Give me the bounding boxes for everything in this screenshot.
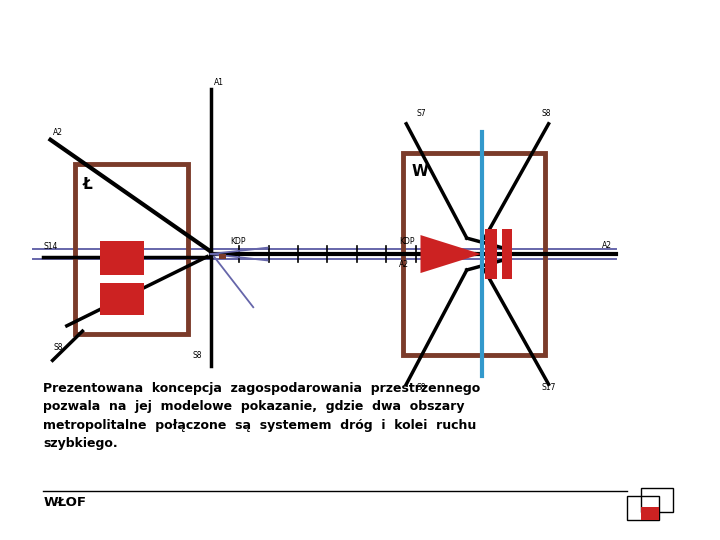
Text: S8: S8 (417, 383, 426, 392)
Text: Prezentowana  koncepcja  zagospodarowania  przestrzennego
pozwala  na  jej  mode: Prezentowana koncepcja zagospodarowania … (43, 382, 480, 450)
Text: S8: S8 (193, 352, 202, 360)
Polygon shape (420, 235, 481, 273)
Text: A2: A2 (53, 128, 63, 137)
Bar (641, 507, 659, 520)
Text: WŁOF: WŁOF (43, 496, 86, 509)
Bar (641, 488, 673, 512)
Text: S14: S14 (43, 242, 58, 252)
Text: Ł: Ł (83, 177, 92, 192)
Text: S17: S17 (541, 383, 556, 392)
Bar (100, 241, 145, 275)
Text: A2: A2 (602, 241, 612, 250)
Text: KDP: KDP (230, 237, 246, 246)
Text: A1: A1 (214, 78, 224, 86)
Text: A2: A2 (399, 260, 409, 269)
Text: S8: S8 (54, 343, 63, 353)
Bar (219, 254, 226, 259)
Bar (402, 153, 545, 355)
Bar (503, 229, 513, 279)
Bar (627, 496, 659, 520)
Bar (76, 164, 188, 334)
Bar (485, 229, 498, 279)
Text: W: W (411, 164, 428, 179)
Text: KDP: KDP (399, 237, 415, 246)
Bar (100, 284, 145, 315)
Text: S7: S7 (417, 110, 426, 118)
Text: S8: S8 (541, 110, 551, 118)
